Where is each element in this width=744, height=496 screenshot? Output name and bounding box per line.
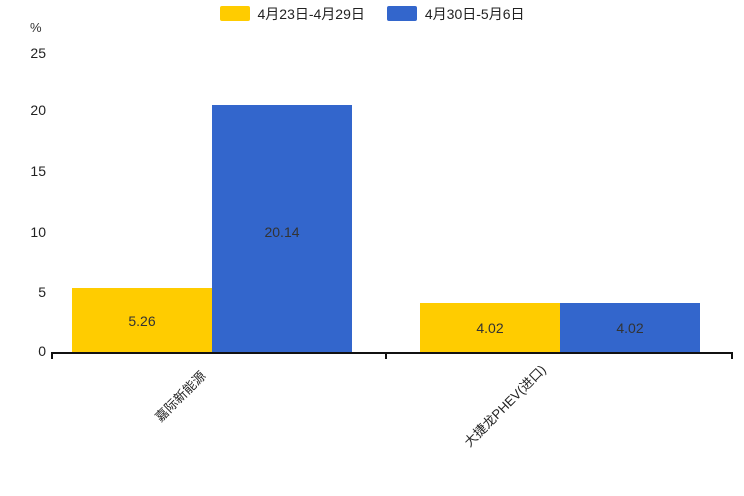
bar-value-group1-series1: 5.26 <box>128 313 156 329</box>
legend-label-series-1: 4月23日-4月29日 <box>257 5 365 22</box>
chart-legend: 4月23日-4月29日 4月30日-5月6日 <box>0 6 744 21</box>
y-axis-tick-0: 0 <box>38 343 46 359</box>
x-axis-category-label-1: 嘉际新能源 <box>152 368 209 425</box>
bar-group1-series2[interactable] <box>212 105 352 352</box>
x-axis-tick-end <box>731 352 733 359</box>
bar-value-group1-series2: 20.14 <box>264 224 300 240</box>
y-axis-ticks: 25 20 15 10 5 0 <box>0 0 46 496</box>
y-axis-tick-15: 15 <box>30 163 46 179</box>
legend-item-series-2[interactable]: 4月30日-5月6日 <box>386 5 525 22</box>
legend-swatch-icon-series-1 <box>219 6 250 21</box>
x-axis-tick-start <box>51 352 53 359</box>
legend-item-series-1[interactable]: 4月23日-4月29日 <box>219 5 365 22</box>
bar-group2-series1[interactable] <box>420 303 560 352</box>
y-axis-tick-5: 5 <box>38 284 46 300</box>
x-axis-tick-divider <box>385 352 387 359</box>
bar-value-group2-series2: 4.02 <box>616 320 644 336</box>
legend-swatch-icon-series-2 <box>386 6 417 21</box>
bar-group2-series2[interactable] <box>560 303 700 352</box>
legend-label-series-2: 4月30日-5月6日 <box>424 5 525 22</box>
x-axis-category-label-2: 大捷龙PHEV(进口) <box>461 362 549 450</box>
x-axis-line <box>51 352 733 354</box>
y-axis-tick-25: 25 <box>30 45 46 61</box>
bar-group1-series1[interactable] <box>72 288 212 352</box>
y-axis-unit-label: % <box>30 20 42 35</box>
y-axis-tick-10: 10 <box>30 224 46 240</box>
y-axis-tick-20: 20 <box>30 102 46 118</box>
bar-value-group2-series1: 4.02 <box>476 320 504 336</box>
